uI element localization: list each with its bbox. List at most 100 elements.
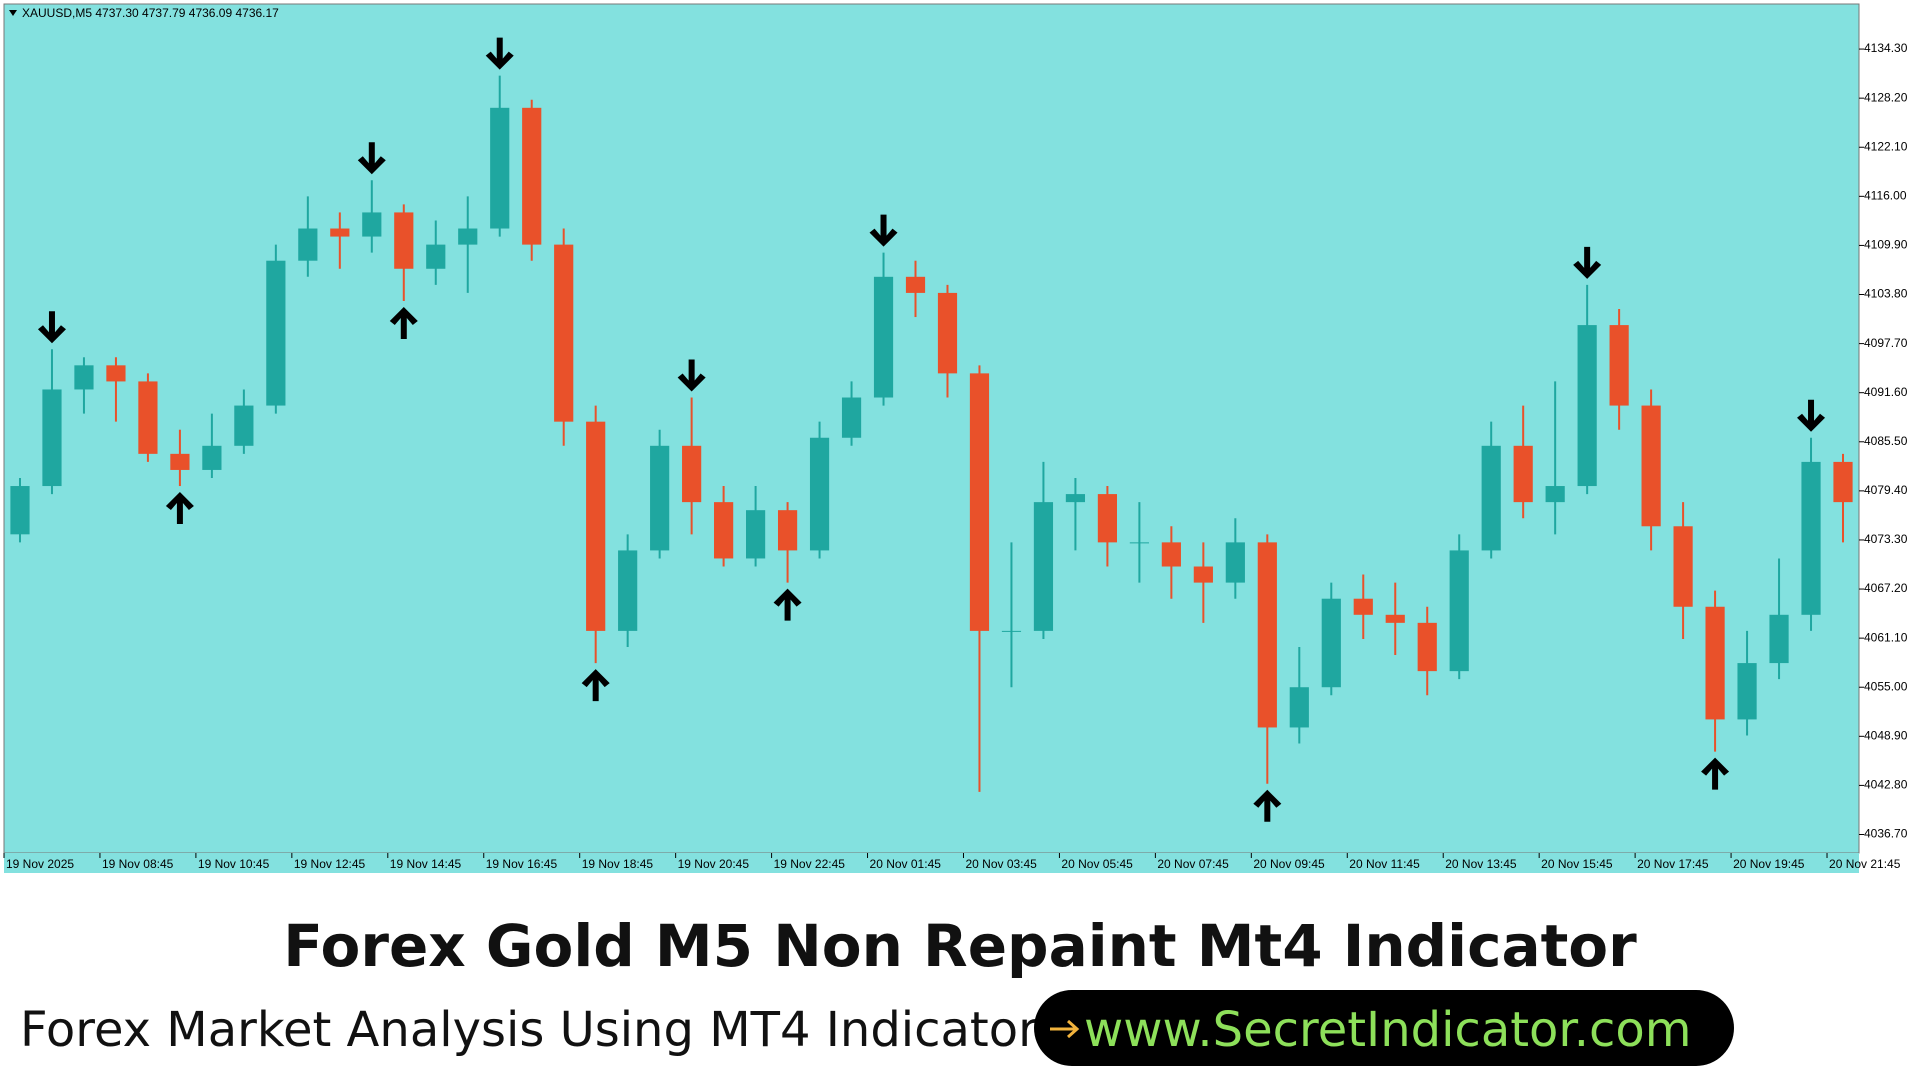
x-tick-label: 19 Nov 20:45 xyxy=(678,857,750,871)
candle-body xyxy=(1257,542,1277,728)
candle-body xyxy=(202,445,222,470)
candle-body xyxy=(1769,614,1789,664)
x-tick-label: 19 Nov 10:45 xyxy=(198,857,270,871)
candle-body xyxy=(1033,502,1054,631)
x-tick-label: 20 Nov 07:45 xyxy=(1157,857,1229,871)
candle-body xyxy=(1193,566,1213,583)
candle-body xyxy=(618,550,638,631)
candle-body xyxy=(362,212,382,237)
banner-title: Forex Gold M5 Non Repaint Mt4 Indicator xyxy=(283,912,1637,980)
x-tick-label: 20 Nov 15:45 xyxy=(1541,857,1613,871)
candle-body xyxy=(1289,687,1309,728)
candle-body xyxy=(298,228,318,261)
candle-body xyxy=(170,453,190,470)
website-link[interactable]: www.SecretIndicator.com xyxy=(1084,1002,1692,1058)
candle-body xyxy=(330,228,350,237)
sell-arrow xyxy=(357,142,386,175)
candle-body xyxy=(905,276,926,293)
link-pill[interactable]: www.SecretIndicator.com xyxy=(1034,990,1734,1066)
candle-body xyxy=(969,373,990,631)
candle-body xyxy=(394,212,414,269)
candle-body xyxy=(714,502,734,559)
candle-body xyxy=(74,365,94,390)
candle-body xyxy=(1801,461,1821,615)
chart: XAUUSD,M5 4737.30 4737.79 4736.09 4736.1… xyxy=(3,3,1908,873)
y-tick-label: 4042.80 xyxy=(1864,778,1908,792)
banner-subtitle: Forex Market Analysis Using MT4 Indicato… xyxy=(20,1002,1038,1058)
candle-body xyxy=(138,381,158,454)
candle-body xyxy=(1353,598,1373,615)
candle-body xyxy=(1481,445,1501,551)
arrow-icon xyxy=(1050,1019,1080,1039)
x-tick-label: 20 Nov 11:45 xyxy=(1349,857,1420,871)
candle-body xyxy=(106,365,126,382)
symbol-header: XAUUSD,M5 4737.30 4737.79 4736.09 4736.1… xyxy=(22,6,279,20)
x-tick-label: 19 Nov 22:45 xyxy=(774,857,846,871)
y-tick-label: 4128.20 xyxy=(1864,90,1908,104)
x-tick-label: 19 Nov 14:45 xyxy=(390,857,462,871)
candle-body xyxy=(1545,486,1565,503)
menu-triangle xyxy=(9,10,17,16)
candle-body xyxy=(1097,494,1117,543)
x-tick-label: 20 Nov 09:45 xyxy=(1253,857,1325,871)
y-tick-label: 4048.90 xyxy=(1864,728,1908,742)
candle-body xyxy=(1705,606,1725,720)
candle-body xyxy=(682,445,702,503)
buy-arrow xyxy=(165,492,194,525)
x-tick-label: 20 Nov 21:45 xyxy=(1829,857,1901,871)
sell-arrow xyxy=(37,311,66,344)
y-tick-label: 4067.20 xyxy=(1864,581,1908,595)
buy-arrow xyxy=(773,588,802,621)
y-tick-label: 4097.70 xyxy=(1864,336,1908,350)
x-tick-label: 20 Nov 05:45 xyxy=(1061,857,1133,871)
candle-body xyxy=(1513,445,1533,503)
buy-arrow xyxy=(389,306,418,339)
sell-arrow xyxy=(869,214,898,247)
candle-body xyxy=(841,397,862,438)
candle-body xyxy=(1609,325,1629,406)
candle-body xyxy=(1577,325,1597,487)
candle-body xyxy=(1065,494,1086,503)
candle-body xyxy=(1737,663,1757,720)
sell-arrow xyxy=(1573,246,1602,279)
candle-body xyxy=(426,244,446,269)
plot-area xyxy=(3,3,1860,854)
candle-body xyxy=(1385,614,1405,623)
x-tick-label: 20 Nov 13:45 xyxy=(1445,857,1517,871)
candle-body xyxy=(554,244,574,422)
x-tick-label: 20 Nov 19:45 xyxy=(1733,857,1805,871)
x-axis-band xyxy=(4,853,1859,873)
x-tick-label: 19 Nov 12:45 xyxy=(294,857,366,871)
candle-body xyxy=(1161,542,1181,567)
x-tick-label: 19 Nov 2025 xyxy=(6,857,74,871)
candle-body xyxy=(650,445,670,551)
candle-body xyxy=(937,292,958,374)
sell-arrow xyxy=(485,37,514,70)
candle-body xyxy=(490,107,510,229)
y-tick-label: 4073.30 xyxy=(1864,532,1908,546)
y-tick-label: 4116.00 xyxy=(1864,189,1907,203)
y-tick-label: 4079.40 xyxy=(1864,483,1908,497)
candle-body xyxy=(42,389,62,487)
y-tick-label: 4103.80 xyxy=(1864,287,1908,301)
y-tick-label: 4085.50 xyxy=(1864,434,1908,448)
candle-body xyxy=(586,421,606,631)
candle-body xyxy=(1449,550,1469,672)
sell-arrow xyxy=(1797,399,1826,432)
candle-body xyxy=(522,107,542,245)
x-tick-label: 19 Nov 08:45 xyxy=(102,857,174,871)
y-tick-label: 4036.70 xyxy=(1864,827,1908,841)
y-tick-label: 4055.00 xyxy=(1864,679,1908,693)
candle-body xyxy=(746,510,766,559)
candle-body xyxy=(777,510,798,551)
candle-body xyxy=(10,486,30,535)
x-tick-label: 19 Nov 18:45 xyxy=(582,857,654,871)
candle-body xyxy=(809,437,830,551)
y-tick-label: 4061.10 xyxy=(1864,630,1908,644)
y-tick-label: 4091.60 xyxy=(1864,385,1908,399)
candle-body xyxy=(234,405,254,446)
candle-body xyxy=(1225,542,1245,583)
x-tick-label: 20 Nov 01:45 xyxy=(870,857,942,871)
buy-arrow xyxy=(581,669,610,702)
